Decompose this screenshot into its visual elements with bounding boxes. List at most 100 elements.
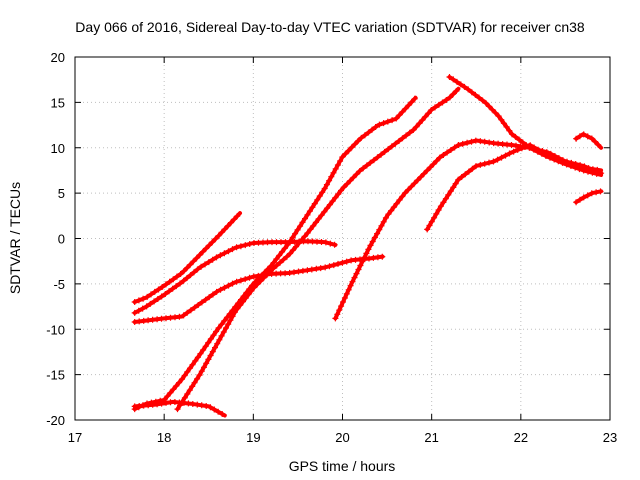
data-point-marker — [437, 203, 444, 210]
data-point-marker — [452, 180, 459, 187]
chart-title: Day 066 of 2016, Sidereal Day-to-day VTE… — [75, 19, 585, 35]
data-point-marker — [518, 145, 525, 152]
data-point-marker — [139, 305, 146, 312]
data-point-marker — [357, 262, 364, 269]
series-track-10 — [446, 74, 604, 177]
series-track-11 — [573, 131, 604, 150]
data-point-marker — [218, 229, 225, 236]
data-point-marker — [202, 261, 208, 268]
data-point-marker — [187, 365, 193, 372]
data-point-marker — [229, 246, 236, 253]
y-tick-label: -15 — [46, 368, 65, 383]
data-point-marker — [217, 252, 224, 259]
data-point-marker — [195, 302, 202, 308]
data-point-marker — [411, 180, 418, 187]
data-point-marker — [555, 158, 562, 165]
data-point-marker — [450, 91, 457, 98]
data-point-marker — [218, 332, 225, 339]
data-point-marker — [396, 197, 403, 203]
data-point-marker — [184, 275, 190, 281]
data-point-marker — [342, 150, 349, 157]
data-point-marker — [220, 329, 227, 335]
data-point-marker — [181, 394, 188, 401]
data-point-marker — [202, 296, 209, 303]
data-point-marker — [339, 154, 346, 161]
data-point-marker — [184, 309, 191, 316]
data-point-marker — [580, 167, 587, 174]
data-point-marker — [410, 127, 417, 133]
data-point-marker — [192, 357, 199, 364]
data-point-marker — [211, 406, 218, 413]
data-point-marker — [389, 117, 396, 124]
data-point-marker — [483, 100, 489, 107]
data-point-marker — [353, 171, 360, 178]
data-point-marker — [447, 188, 454, 195]
data-point-marker — [376, 226, 383, 233]
data-point-marker — [187, 261, 194, 268]
data-point-marker — [384, 118, 391, 125]
data-point-marker — [405, 186, 412, 193]
data-point-marker — [402, 105, 409, 112]
data-point-marker — [299, 267, 306, 274]
data-point-marker — [584, 133, 591, 140]
data-point-marker — [184, 368, 191, 375]
data-point-marker — [131, 309, 138, 316]
data-point-marker — [224, 314, 231, 321]
data-point-marker — [379, 253, 386, 260]
data-point-marker — [424, 167, 431, 174]
data-point-marker — [158, 293, 165, 300]
data-point-marker — [343, 290, 350, 297]
series-track-2 — [131, 261, 340, 325]
data-point-marker — [465, 86, 472, 93]
data-point-marker — [260, 274, 267, 281]
data-point-marker — [498, 154, 505, 161]
data-point-marker — [335, 260, 341, 267]
data-point-marker — [196, 252, 203, 258]
data-point-marker — [311, 200, 318, 207]
data-point-marker — [411, 95, 418, 102]
data-point-marker — [424, 226, 431, 233]
data-point-marker — [495, 113, 502, 120]
data-point-marker — [161, 396, 168, 403]
data-point-marker — [205, 339, 212, 346]
data-point-marker — [198, 368, 205, 375]
data-point-marker — [468, 138, 475, 145]
data-point-marker — [440, 199, 447, 206]
data-point-marker — [173, 383, 180, 389]
data-point-marker — [376, 121, 383, 128]
data-point-marker — [351, 141, 358, 148]
data-point-marker — [405, 102, 412, 109]
data-point-marker — [248, 288, 255, 294]
data-point-marker — [419, 117, 426, 124]
data-point-marker — [439, 99, 446, 106]
x-tick-label: 22 — [514, 430, 528, 445]
data-point-marker — [151, 298, 158, 305]
data-point-marker — [477, 138, 484, 145]
data-point-marker — [223, 325, 229, 331]
data-point-marker — [461, 83, 468, 90]
data-point-marker — [464, 139, 471, 146]
series-track-12 — [573, 188, 604, 206]
data-point-marker — [425, 110, 432, 117]
data-point-marker — [179, 398, 186, 405]
data-point-marker — [315, 215, 322, 222]
data-point-marker — [304, 230, 311, 236]
data-point-marker — [443, 97, 450, 103]
data-point-marker — [403, 132, 410, 139]
data-point-marker — [572, 164, 579, 171]
data-point-marker — [580, 194, 587, 201]
data-point-marker — [476, 94, 482, 101]
series-layer — [131, 74, 605, 418]
data-point-marker — [385, 211, 392, 218]
data-point-marker — [330, 262, 337, 269]
data-point-marker — [334, 162, 341, 168]
data-point-marker — [173, 273, 180, 280]
data-point-marker — [215, 408, 222, 415]
data-point-marker — [287, 250, 294, 257]
data-point-marker — [503, 123, 510, 130]
data-point-marker — [453, 88, 460, 94]
data-point-marker — [356, 168, 363, 175]
data-point-marker — [413, 123, 420, 130]
data-point-marker — [135, 307, 142, 314]
